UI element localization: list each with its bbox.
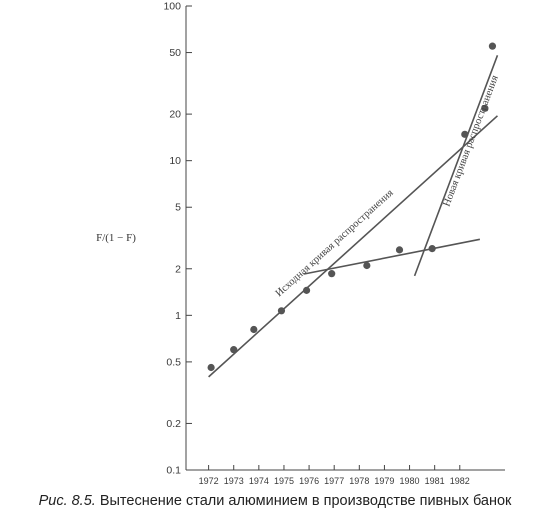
data-point — [277, 307, 286, 315]
data-point — [207, 363, 215, 372]
x-tick-label: 1981 — [425, 476, 445, 486]
y-tick-label: 0.5 — [166, 356, 181, 368]
trend-line-3 — [413, 55, 499, 277]
x-tick-label: 1974 — [249, 476, 269, 486]
data-point — [328, 270, 336, 278]
trend-lines — [208, 55, 499, 378]
chart-labels: F/(1 − F) Исходная кривая распространения… — [96, 74, 501, 299]
y-tick-label: 2 — [175, 263, 181, 275]
initial-curve-label: Исходная кривая распространения — [274, 187, 396, 299]
y-tick-label: 20 — [169, 109, 181, 121]
y-tick-label: 0.1 — [166, 465, 181, 477]
caption-text: Вытеснение стали алюминием в производств… — [99, 493, 512, 509]
data-point — [461, 130, 469, 138]
data-point — [481, 104, 489, 112]
data-point — [488, 42, 497, 50]
data-point — [428, 245, 436, 253]
y-axis-label: F/(1 − F) — [96, 232, 136, 244]
y-tick-label: 0.2 — [166, 418, 181, 430]
x-tick-label: 1978 — [349, 476, 369, 486]
data-point — [363, 261, 371, 270]
x-tick-label: 1977 — [324, 476, 344, 486]
data-point — [395, 246, 404, 254]
trend-line-2 — [303, 238, 481, 275]
y-tick-label: 5 — [175, 202, 181, 214]
data-point — [302, 286, 311, 294]
y-tick-label: 1 — [175, 310, 181, 322]
x-tick-label: 1979 — [374, 476, 394, 486]
y-tick-label: 50 — [169, 47, 181, 59]
data-point — [250, 325, 258, 334]
x-tick-label: 1980 — [400, 476, 420, 486]
figure-caption: Рис. 8.5. Вытеснение стали алюминием в п… — [0, 493, 550, 509]
axes: 100 50 20 10 5 2 1 0.5 0.2 0.1 1972 1973 1974 1975 197… — [163, 1, 505, 486]
data-point — [230, 346, 238, 354]
y-tick-label: 10 — [169, 155, 181, 167]
data-points — [207, 42, 497, 372]
figure-number: Рис. 8.5. — [38, 493, 96, 509]
x-tick-label: 1976 — [299, 476, 319, 486]
x-tick-label: 1982 — [450, 476, 470, 486]
x-tick-label: 1972 — [199, 476, 219, 486]
x-tick-label: 1975 — [274, 476, 294, 486]
x-tick-label: 1973 — [224, 476, 244, 486]
y-tick-label: 100 — [163, 1, 181, 13]
trend-line-1 — [208, 115, 499, 378]
new-curve-label: Новая кривая распространения — [442, 74, 501, 208]
